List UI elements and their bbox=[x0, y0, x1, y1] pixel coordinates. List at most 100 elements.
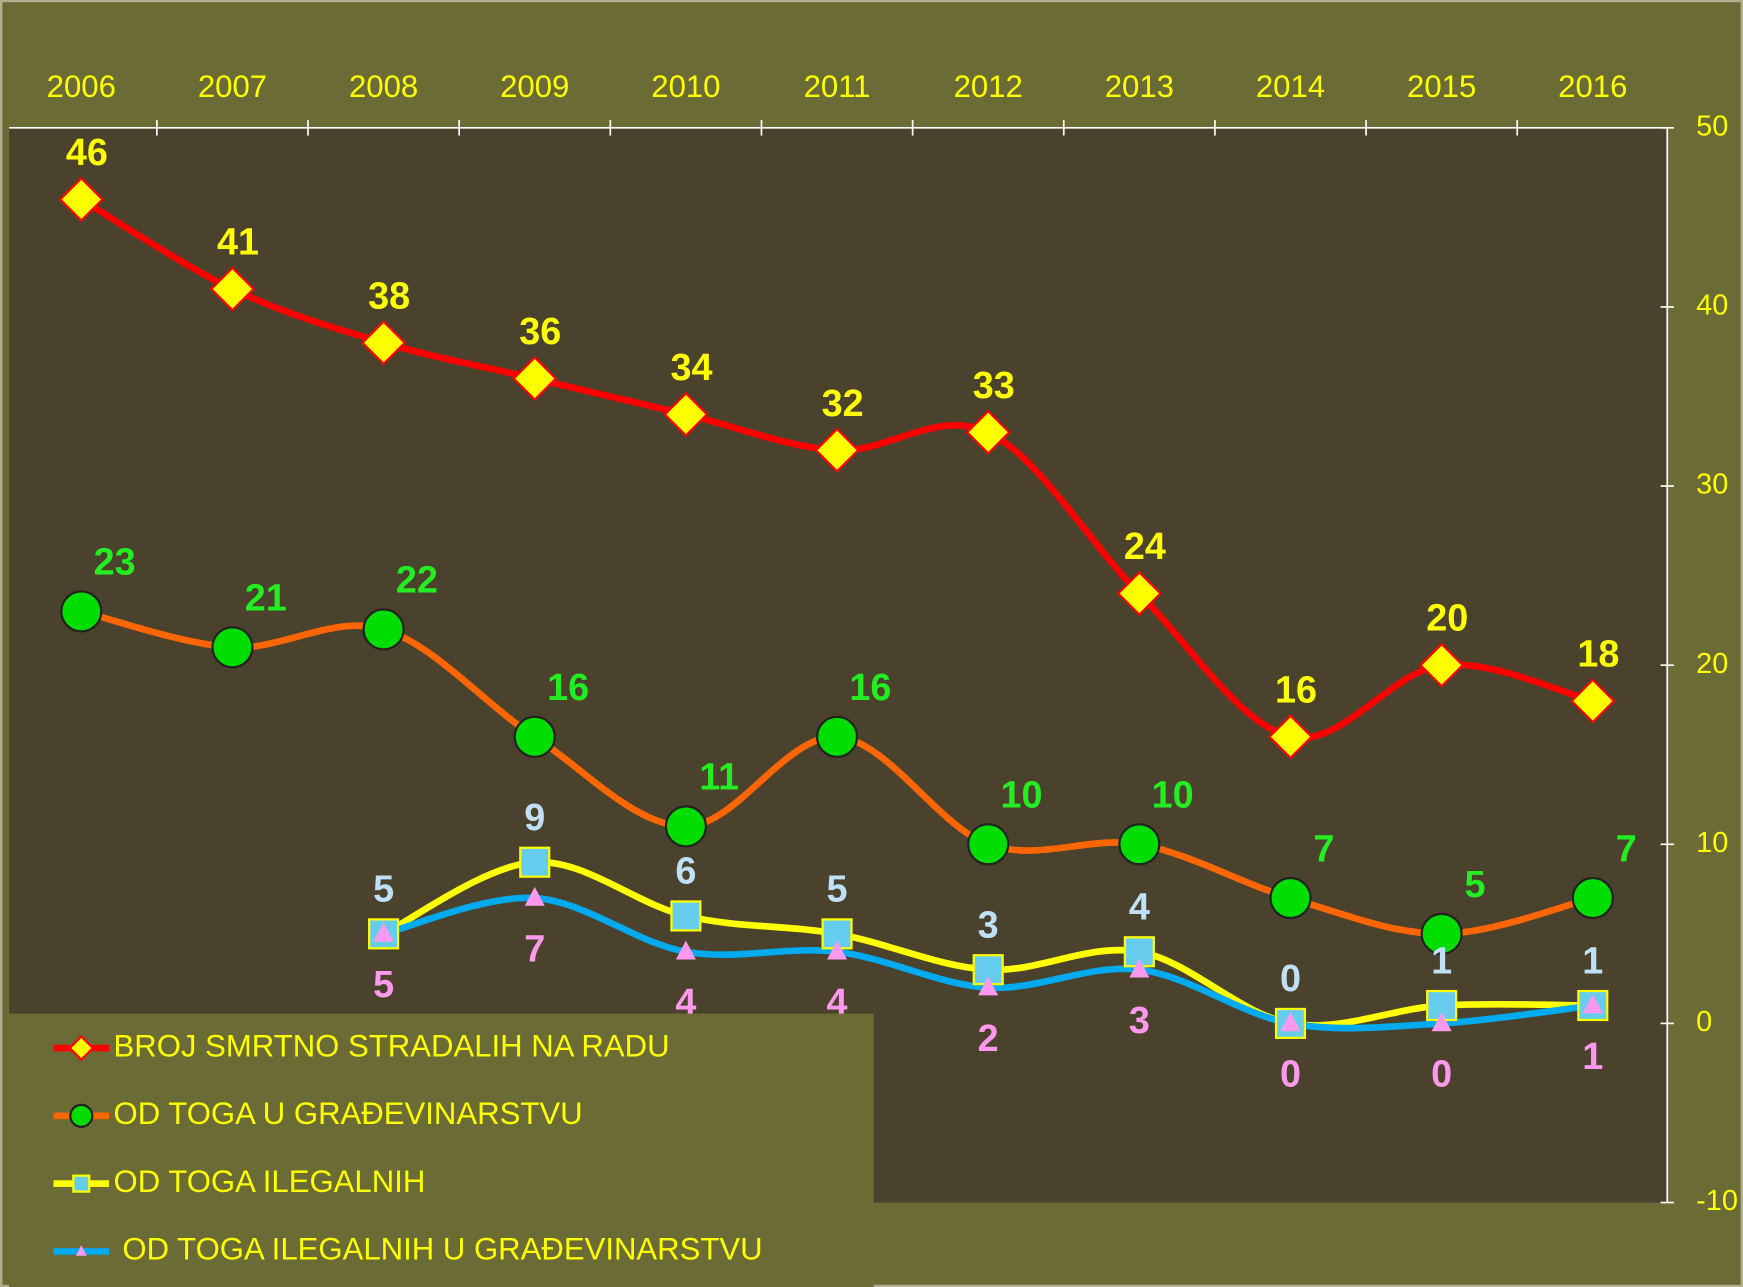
series-line bbox=[79, 196, 1594, 742]
legend-label: BROJ SMRTNO STRADALIH NA RADU bbox=[114, 1028, 670, 1063]
y-tick-label: 30 bbox=[1696, 469, 1728, 501]
data-label: 32 bbox=[822, 383, 864, 425]
marker bbox=[360, 320, 407, 366]
marker bbox=[1267, 714, 1314, 760]
data-label: 0 bbox=[1280, 958, 1301, 1000]
data-label: 41 bbox=[217, 222, 259, 264]
marker bbox=[373, 922, 394, 942]
marker bbox=[967, 823, 1010, 866]
data-label: 36 bbox=[519, 311, 561, 353]
data-label: 16 bbox=[1275, 669, 1317, 711]
marker bbox=[1280, 1012, 1301, 1032]
data-label: 16 bbox=[547, 667, 589, 709]
data-label: 5 bbox=[1464, 864, 1485, 906]
marker bbox=[1420, 912, 1463, 955]
data-label: 0 bbox=[1431, 1054, 1452, 1096]
data-label: 3 bbox=[1129, 1000, 1150, 1042]
data-label: 10 bbox=[1001, 775, 1043, 817]
x-tick-label: 2010 bbox=[651, 69, 720, 104]
marker bbox=[1582, 994, 1603, 1014]
marker bbox=[1571, 876, 1614, 920]
marker bbox=[814, 427, 860, 473]
legend-label: OD TOGA U GRAĐEVINARSTVU bbox=[114, 1096, 583, 1131]
data-label: 46 bbox=[66, 132, 108, 174]
data-label: 9 bbox=[524, 797, 545, 839]
data-label: 23 bbox=[94, 542, 136, 584]
marker bbox=[362, 608, 405, 651]
legend: BROJ SMRTNO STRADALIH NA RADU OD TOGA U G… bbox=[9, 1013, 874, 1287]
x-tick-label: 2007 bbox=[198, 69, 267, 104]
data-label: 22 bbox=[396, 560, 438, 602]
y-tick-label: 20 bbox=[1696, 648, 1728, 680]
y-tick-label: 0 bbox=[1696, 1006, 1712, 1038]
x-tick-label: 2015 bbox=[1407, 69, 1476, 104]
x-tick-label: 2014 bbox=[1256, 69, 1325, 104]
x-tick-label: 2012 bbox=[954, 69, 1023, 104]
marker bbox=[1129, 958, 1150, 978]
marker bbox=[512, 355, 558, 402]
marker bbox=[1418, 642, 1465, 688]
data-label: 1 bbox=[1582, 1036, 1603, 1078]
data-label: 4 bbox=[1129, 887, 1150, 929]
marker bbox=[965, 409, 1011, 456]
data-label: 38 bbox=[368, 275, 410, 317]
marker bbox=[58, 176, 104, 223]
marker bbox=[663, 391, 709, 438]
marker bbox=[69, 1103, 94, 1128]
marker bbox=[670, 900, 702, 932]
legend-label: OD TOGA ILEGALNIH U GRAĐEVINARSTVU bbox=[122, 1232, 762, 1267]
data-label: 7 bbox=[1616, 828, 1637, 870]
marker bbox=[1116, 570, 1163, 617]
x-tick-label: 2009 bbox=[500, 69, 569, 104]
marker bbox=[519, 846, 551, 878]
data-label: 1 bbox=[1582, 940, 1603, 982]
data-label: 5 bbox=[373, 964, 394, 1006]
y-tick-label: 40 bbox=[1696, 290, 1728, 322]
y-tick-label: -10 bbox=[1696, 1185, 1738, 1217]
marker bbox=[1570, 678, 1616, 724]
data-label: 33 bbox=[973, 365, 1015, 407]
marker bbox=[675, 940, 696, 960]
data-label: 1 bbox=[1431, 940, 1452, 982]
marker bbox=[211, 626, 254, 669]
data-label: 7 bbox=[1313, 828, 1334, 870]
marker bbox=[1269, 876, 1312, 920]
data-label: 16 bbox=[849, 667, 891, 709]
data-label: 18 bbox=[1577, 634, 1619, 676]
legend-label: OD TOGA ILEGALNIH bbox=[114, 1164, 426, 1199]
marker bbox=[827, 940, 848, 960]
data-label: 2 bbox=[978, 1018, 999, 1060]
y-tick-label: 50 bbox=[1696, 110, 1728, 142]
data-label: 11 bbox=[699, 757, 739, 799]
data-label: 3 bbox=[978, 904, 999, 946]
data-label: 21 bbox=[245, 578, 287, 620]
x-tick-label: 2016 bbox=[1558, 69, 1627, 104]
x-tick-label: 2008 bbox=[349, 69, 418, 104]
legend-box bbox=[9, 1013, 874, 1287]
marker bbox=[1118, 823, 1161, 866]
marker bbox=[664, 805, 708, 848]
data-label: 6 bbox=[675, 851, 696, 893]
x-tick-label: 2006 bbox=[47, 69, 116, 104]
marker bbox=[75, 1245, 87, 1256]
data-label: 20 bbox=[1426, 598, 1468, 640]
data-label: 10 bbox=[1152, 775, 1194, 817]
marker bbox=[513, 715, 556, 758]
data-label: 24 bbox=[1124, 526, 1166, 568]
marker bbox=[815, 715, 859, 758]
data-label: 34 bbox=[670, 347, 712, 389]
marker bbox=[978, 976, 999, 996]
marker bbox=[209, 266, 256, 312]
marker bbox=[524, 886, 545, 906]
data-label: 0 bbox=[1280, 1054, 1301, 1096]
y-tick-label: 10 bbox=[1696, 827, 1728, 859]
marker bbox=[68, 1034, 95, 1062]
x-tick-label: 2013 bbox=[1105, 69, 1174, 104]
marker bbox=[72, 1174, 91, 1193]
marker bbox=[1431, 1012, 1452, 1032]
data-label: 7 bbox=[524, 928, 545, 970]
marker bbox=[60, 590, 103, 633]
data-label: 5 bbox=[373, 869, 394, 911]
data-label: 5 bbox=[827, 869, 848, 911]
